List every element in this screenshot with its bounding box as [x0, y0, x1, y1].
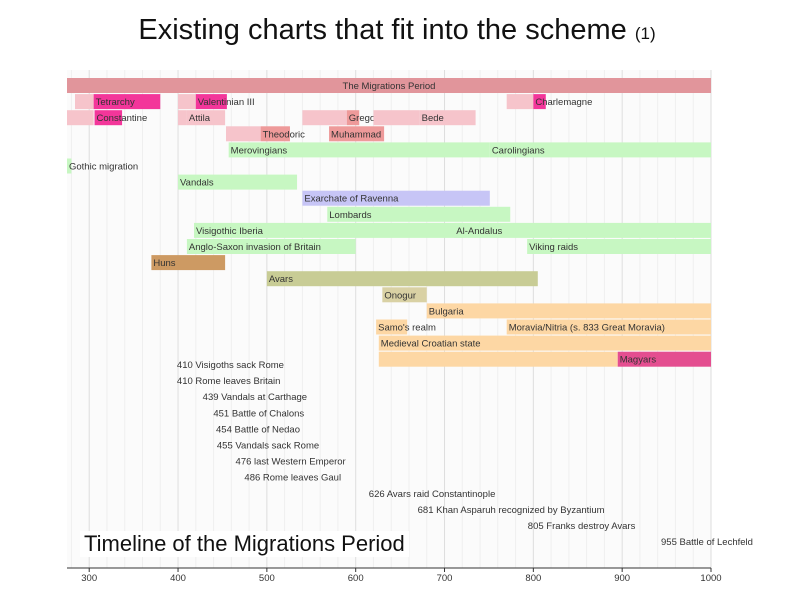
x-tick-label: 500	[259, 573, 275, 584]
timeline-bar-label: Gregory I	[349, 113, 389, 124]
event-label: 455 Vandals sack Rome	[217, 441, 319, 452]
event-label: 454 Battle of Nedao	[216, 424, 300, 435]
event-label: 626 Avars raid Constantinople	[369, 489, 496, 500]
x-tick-label: 700	[437, 573, 453, 584]
timeline-bar	[378, 351, 618, 367]
timeline-bar	[506, 94, 534, 110]
timeline-bar	[489, 142, 711, 158]
timeline-bar-label: Samo's realm	[378, 323, 436, 334]
timeline-bar	[506, 319, 711, 335]
timeline-bar	[93, 94, 161, 110]
timeline-bar-label: Visigothic Iberia	[196, 226, 264, 237]
timeline-bar	[419, 110, 476, 126]
timeline-bar-label: Anglo-Saxon invasion of Britain	[189, 242, 321, 253]
slide-title: Existing charts that fit into the scheme…	[0, 14, 794, 47]
timeline-bar-label: Bulgaria	[429, 306, 465, 317]
timeline-bar	[178, 94, 196, 110]
timeline-bar-label: Lombards	[329, 210, 371, 221]
timeline-bar-label: Avars	[269, 274, 293, 285]
timeline-bar	[378, 335, 711, 351]
timeline-bar	[228, 142, 490, 158]
timeline-bar-label: Attila	[189, 113, 211, 124]
timeline-bar	[74, 94, 94, 110]
timeline-bar-label: Theodoric	[263, 129, 305, 140]
timeline-bar	[454, 222, 711, 238]
x-tick-label: 400	[170, 573, 186, 584]
timeline-bar-label: Huns	[153, 258, 175, 269]
timeline-bar	[194, 222, 464, 238]
timeline-bar-label: The Migrations Period	[343, 81, 436, 92]
slide-title-suffix: (1)	[634, 24, 656, 43]
timeline-bar	[186, 239, 356, 254]
timeline-bar-label: Bede	[422, 113, 444, 124]
timeline-bar	[195, 94, 227, 110]
timeline-bar-label: Merovingians	[231, 145, 288, 156]
timeline-bar	[94, 110, 123, 126]
timeline-bar	[329, 126, 385, 142]
timeline-bar	[617, 351, 711, 367]
timeline-bar	[302, 110, 347, 126]
event-label: 681 Khan Asparuh recognized by Byzantium	[418, 505, 605, 516]
timeline-bar-label: Onogur	[384, 290, 416, 301]
timeline-bar-label: Al-Andalus	[456, 226, 502, 237]
timeline-bar	[178, 110, 187, 126]
timeline-bar-label: Magyars	[620, 355, 657, 366]
timeline-bar	[382, 287, 427, 303]
chart-caption: Timeline of the Migrations Period	[80, 531, 409, 557]
timeline-bar-label: Exarchate of Ravenna	[304, 194, 399, 205]
timeline-bar	[226, 126, 261, 142]
event-label: 955 Battle of Lechfeld	[661, 537, 753, 548]
timeline-bar-label: Constantine	[97, 113, 148, 124]
timeline-bar-label: Viking raids	[529, 242, 578, 253]
timeline-bar	[186, 110, 226, 126]
timeline-bar	[327, 206, 511, 222]
x-tick-label: 300	[81, 573, 97, 584]
timeline-bar-label: Valentinian III	[198, 97, 255, 108]
timeline-bar-label: Medieval Croatian state	[381, 339, 481, 350]
timeline-bar	[151, 255, 226, 271]
timeline-bar	[527, 239, 711, 254]
timeline-bar-label: Moravia/Nitria (s. 833 Great Moravia)	[509, 323, 665, 334]
event-label: 439 Vandals at Carthage	[203, 392, 307, 403]
timeline-bar	[373, 110, 420, 126]
timeline-bar	[260, 126, 290, 142]
timeline-bar	[302, 190, 490, 206]
timeline-bar-label: Gothic migration	[69, 162, 138, 173]
slide-title-main: Existing charts that fit into the scheme	[138, 14, 627, 46]
timeline-bar	[67, 158, 72, 174]
event-label: 410 Visigoths sack Rome	[177, 360, 284, 371]
timeline-bar-label: Carolingians	[492, 145, 545, 156]
migrations-timeline-chart: The Migrations Period Tetrarchy Valentinia…	[67, 70, 753, 584]
timeline-bar-label: Muhammad	[331, 129, 381, 140]
event-label: 410 Rome leaves Britain	[177, 376, 281, 387]
timeline-bar-label: Charlemagne	[535, 97, 592, 108]
timeline-bar-label: Tetrarchy	[96, 97, 135, 108]
event-label: 476 last Western Emperor	[236, 457, 346, 468]
timeline-bar	[67, 78, 711, 93]
timeline-bar	[533, 94, 546, 110]
event-label: 451 Battle of Chalons	[213, 408, 304, 419]
event-label: 486 Rome leaves Gaul	[244, 473, 341, 484]
timeline-bar	[266, 271, 538, 287]
timeline-bar	[376, 319, 408, 335]
x-tick-label: 1000	[700, 573, 721, 584]
timeline-bar	[67, 110, 94, 126]
timeline-bar	[178, 174, 298, 190]
timeline-bar-label: Vandals	[180, 178, 214, 189]
x-tick-label: 600	[348, 573, 364, 584]
x-tick-label: 800	[525, 573, 541, 584]
event-label: 805 Franks destroy Avars	[528, 521, 636, 532]
timeline-bar	[426, 303, 711, 319]
x-tick-label: 900	[614, 573, 630, 584]
timeline-bar	[346, 110, 360, 126]
